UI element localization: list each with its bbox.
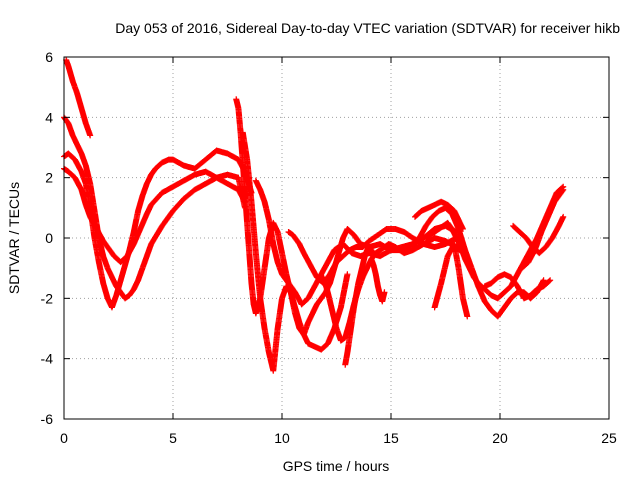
chart-title: Day 053 of 2016, Sidereal Day-to-day VTE…	[115, 20, 620, 36]
series-track-r	[481, 271, 554, 302]
y-tick-label: 2	[45, 170, 53, 186]
y-tick-label: 4	[45, 109, 53, 125]
series-track-d	[63, 57, 94, 139]
data-markers	[285, 225, 460, 287]
series-track-m	[411, 198, 466, 232]
y-tick-label: -2	[41, 290, 54, 306]
data-markers	[518, 186, 567, 272]
x-tick-label: 0	[60, 430, 68, 446]
data-markers	[431, 241, 471, 320]
x-tick-label: 20	[492, 430, 508, 446]
data-markers	[342, 244, 377, 368]
y-tick-label: 0	[45, 230, 53, 246]
data-markers	[368, 256, 388, 305]
y-tick-label: 6	[45, 49, 53, 65]
data-markers	[510, 213, 567, 257]
data-layer	[61, 57, 567, 374]
x-tick-label: 5	[169, 430, 177, 446]
y-axis-label: SDTVAR / TECUs	[6, 182, 22, 294]
y-tick-label: -4	[41, 351, 54, 367]
data-markers	[481, 271, 554, 302]
grid-layer	[64, 57, 609, 419]
series-track-j	[342, 244, 377, 368]
series-track-k	[368, 256, 388, 305]
x-tick-label: 25	[601, 430, 617, 446]
y-tick-label: -6	[41, 411, 54, 427]
x-axis-label: GPS time / hours	[283, 458, 390, 474]
x-tick-label: 15	[383, 430, 399, 446]
data-markers	[63, 57, 94, 139]
data-markers	[411, 198, 466, 232]
tick-layer: 0 5 10 15 20 25 -6 -4 -2 0 2 4 6	[41, 49, 617, 446]
series-track-h	[285, 225, 460, 287]
series-track-o	[431, 241, 471, 320]
x-tick-label: 10	[274, 430, 290, 446]
series-track-q	[518, 186, 567, 272]
series-track-p	[510, 213, 567, 257]
